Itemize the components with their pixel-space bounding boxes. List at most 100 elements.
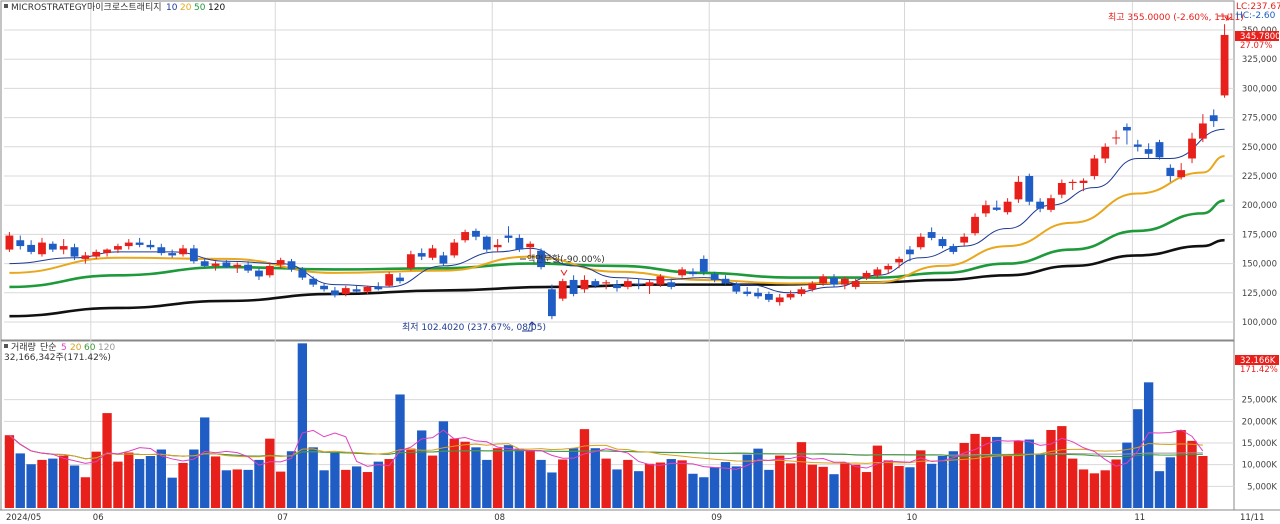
volume-bar — [471, 447, 481, 508]
ma50-line — [9, 199, 1225, 289]
volume-bar — [330, 452, 340, 508]
candle-body — [135, 242, 144, 245]
volume-bar — [623, 459, 633, 508]
candle-body — [873, 269, 882, 276]
candle-body — [38, 242, 46, 255]
volume-bar — [568, 448, 579, 508]
candle-body — [1014, 181, 1023, 200]
candle-body — [689, 271, 697, 275]
price-tick-label: 100,000 — [1242, 318, 1277, 328]
x-tick-label: 08 — [494, 513, 505, 523]
volume-bar — [145, 456, 156, 508]
candle-body — [363, 286, 372, 292]
high-annotation: 최고 355.0000 (-2.60%, 11/11) — [1108, 12, 1244, 23]
volume-bar — [1035, 454, 1045, 508]
candle-body — [1144, 149, 1153, 154]
volume-bar — [981, 436, 991, 508]
volume-bar — [1122, 442, 1132, 508]
volume-bar — [427, 455, 438, 508]
volume-bar — [851, 464, 861, 508]
candle-body — [493, 244, 502, 248]
volume-bar — [113, 461, 123, 508]
price-tick-label: 125,000 — [1242, 289, 1277, 299]
volume-bar — [894, 465, 904, 508]
candle-body — [1101, 146, 1110, 159]
volume-tick-label: 5,000K — [1247, 482, 1277, 492]
volume-bar — [460, 441, 470, 508]
volume-bar — [547, 472, 557, 508]
candle-body — [331, 290, 339, 296]
volume-bar — [297, 343, 308, 508]
candle-body — [786, 293, 795, 298]
candle-body — [906, 249, 914, 255]
volume-bar — [1165, 457, 1175, 508]
x-tick-label: 06 — [93, 513, 104, 523]
volume-bar — [275, 471, 286, 508]
candle-body — [1068, 181, 1077, 184]
volume-bar — [1002, 454, 1013, 508]
last-volume-pct: 171.42% — [1240, 365, 1278, 375]
candle-body — [960, 236, 969, 243]
candle-body — [580, 279, 589, 290]
volume-bar — [688, 473, 698, 508]
price-tick-label: 175,000 — [1242, 230, 1277, 240]
x-tick-label: 11 — [1134, 513, 1145, 523]
volume-bar — [341, 469, 351, 508]
price-tick-label: 250,000 — [1242, 143, 1277, 153]
volume-bar — [15, 453, 25, 508]
candle-body — [396, 277, 404, 282]
volume-bar — [373, 461, 383, 508]
volume-bar — [1133, 409, 1143, 508]
candle-body — [276, 260, 285, 265]
candle-body — [971, 216, 979, 234]
candle-body — [613, 284, 621, 289]
volume-bar — [232, 469, 242, 508]
candle-body — [895, 258, 903, 263]
candle-body — [1198, 123, 1207, 139]
volume-bar — [1046, 430, 1056, 508]
volume-bar — [959, 443, 969, 508]
volume-bar — [503, 445, 514, 508]
volume-bar — [948, 451, 959, 508]
volume-bar — [1176, 430, 1186, 508]
volume-bar — [254, 459, 264, 508]
candle-body — [16, 240, 25, 247]
candle-body — [721, 278, 730, 284]
volume-bar — [861, 472, 872, 508]
candle-body — [916, 236, 925, 248]
candle-body — [504, 235, 513, 238]
volume-bar — [699, 477, 709, 508]
candle-body — [602, 282, 611, 284]
candle-body — [48, 243, 57, 250]
volume-bar — [4, 435, 15, 508]
volume-bar — [351, 466, 362, 508]
candle-body — [884, 265, 893, 270]
volume-bar — [200, 417, 210, 508]
volume-legend-ma120: 120 — [98, 343, 115, 353]
volume-tick-label: 15,000K — [1242, 439, 1278, 449]
volume-bar — [558, 459, 568, 508]
candle-body — [450, 242, 459, 256]
candle-body — [103, 249, 111, 254]
candle-body — [157, 247, 166, 254]
volume-bar — [785, 463, 796, 508]
candle-body — [92, 251, 101, 257]
volume-legend-marker-icon — [4, 344, 8, 348]
volume-tick-label: 20,000K — [1242, 417, 1278, 427]
candle-body — [222, 262, 231, 268]
volume-bar — [384, 459, 394, 508]
candle-body — [1112, 137, 1120, 139]
candle-body — [1133, 144, 1142, 147]
candle-body — [146, 244, 155, 248]
ma120-line — [9, 238, 1225, 318]
volume-bar — [590, 448, 600, 508]
volume-bar — [829, 474, 839, 508]
volume-bar — [286, 451, 297, 508]
volume-legend: 거래량 단순 5 20 60 120 32,166,342주(171.42%) — [4, 341, 115, 363]
volume-bar — [1024, 439, 1034, 508]
x-tick-label: 2024/05 — [6, 513, 41, 523]
legend-ma50: 50 — [194, 3, 206, 13]
candle-body — [472, 230, 480, 237]
candle-body — [482, 236, 491, 250]
volume-ma20-line — [9, 434, 1203, 464]
